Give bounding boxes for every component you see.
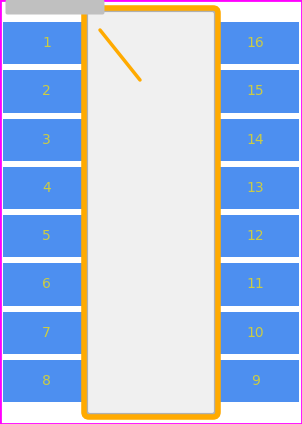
- Text: 15: 15: [247, 84, 264, 98]
- Text: 2: 2: [42, 84, 51, 98]
- Bar: [212, 360, 299, 402]
- Text: 4: 4: [42, 181, 51, 195]
- Bar: [212, 215, 299, 257]
- Text: 6: 6: [42, 277, 51, 291]
- Text: 13: 13: [247, 181, 264, 195]
- Bar: [212, 312, 299, 354]
- Text: 16: 16: [247, 36, 264, 50]
- Bar: [212, 22, 299, 64]
- Text: 14: 14: [247, 133, 264, 147]
- Text: 10: 10: [247, 326, 264, 340]
- Bar: [3, 167, 90, 209]
- Bar: [212, 118, 299, 161]
- Bar: [212, 70, 299, 112]
- FancyBboxPatch shape: [5, 0, 104, 14]
- Bar: [3, 263, 90, 306]
- Text: 3: 3: [42, 133, 51, 147]
- Text: 9: 9: [251, 374, 260, 388]
- Text: 11: 11: [247, 277, 264, 291]
- Bar: [3, 360, 90, 402]
- Text: 8: 8: [42, 374, 51, 388]
- FancyBboxPatch shape: [86, 10, 216, 415]
- Bar: [3, 70, 90, 112]
- Text: 5: 5: [42, 229, 51, 243]
- Bar: [212, 167, 299, 209]
- Bar: [3, 312, 90, 354]
- Text: 1: 1: [42, 36, 51, 50]
- Bar: [3, 118, 90, 161]
- Bar: [3, 22, 90, 64]
- Text: 12: 12: [247, 229, 264, 243]
- Text: 7: 7: [42, 326, 51, 340]
- Bar: [212, 263, 299, 306]
- Bar: [3, 215, 90, 257]
